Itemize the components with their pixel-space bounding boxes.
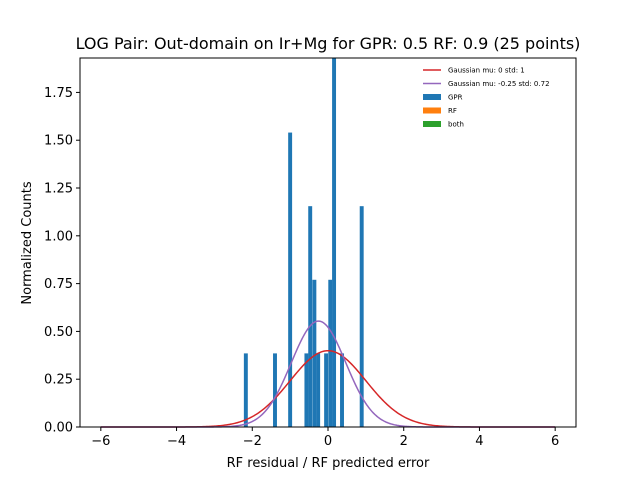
histogram-bar bbox=[312, 279, 317, 427]
histogram-bar bbox=[288, 132, 293, 428]
y-tick-label: 1.75 bbox=[44, 86, 73, 101]
legend-swatch bbox=[423, 94, 441, 100]
legend-label: GPR bbox=[448, 94, 463, 102]
histogram-bar bbox=[359, 206, 364, 427]
y-tick-label: 0.25 bbox=[44, 373, 73, 388]
y-tick-label: 1.50 bbox=[44, 134, 73, 149]
y-tick-label: 1.25 bbox=[44, 182, 73, 197]
y-tick-label: 0.75 bbox=[44, 277, 73, 292]
histogram-bar bbox=[304, 353, 309, 427]
x-tick-label: 4 bbox=[475, 434, 483, 449]
histogram-bar bbox=[308, 206, 313, 427]
histogram-bar bbox=[273, 353, 277, 427]
x-tick-label: −6 bbox=[91, 434, 110, 449]
legend-swatch bbox=[423, 121, 441, 127]
histogram-bar bbox=[332, 58, 337, 427]
legend-label: RF bbox=[448, 107, 457, 115]
legend-label: Gaussian mu: -0.25 std: 0.72 bbox=[448, 80, 550, 88]
y-tick-label: 0.00 bbox=[44, 421, 73, 436]
legend-label: Gaussian mu: 0 std: 1 bbox=[448, 67, 525, 75]
chart-title: LOG Pair: Out-domain on Ir+Mg for GPR: 0… bbox=[76, 34, 581, 53]
x-axis-label: RF residual / RF predicted error bbox=[227, 456, 430, 471]
y-tick-label: 1.00 bbox=[44, 229, 73, 244]
y-tick-label: 0.50 bbox=[44, 325, 73, 340]
histogram-bars bbox=[243, 58, 364, 428]
histogram-bar bbox=[324, 353, 329, 427]
histogram-bar bbox=[328, 279, 333, 427]
y-axis-ticks: 0.00 0.25 0.50 0.75 1.00 1.25 1.50 1.75 bbox=[44, 86, 80, 436]
legend-label: both bbox=[448, 121, 464, 129]
histogram-bar bbox=[340, 353, 344, 427]
x-tick-label: 6 bbox=[551, 434, 559, 449]
legend-swatch bbox=[423, 107, 441, 114]
x-tick-label: 0 bbox=[324, 434, 332, 449]
x-tick-label: 2 bbox=[400, 434, 408, 449]
histogram-bar bbox=[316, 353, 321, 427]
x-axis-ticks: −6 −4 −2 0 2 4 6 bbox=[91, 427, 559, 449]
x-tick-label: −2 bbox=[243, 434, 262, 449]
y-axis-label: Normalized Counts bbox=[20, 181, 35, 304]
histogram-bar bbox=[243, 353, 248, 427]
legend: Gaussian mu: 0 std: 1 Gaussian mu: -0.25 … bbox=[423, 67, 550, 129]
x-tick-label: −4 bbox=[167, 434, 186, 449]
